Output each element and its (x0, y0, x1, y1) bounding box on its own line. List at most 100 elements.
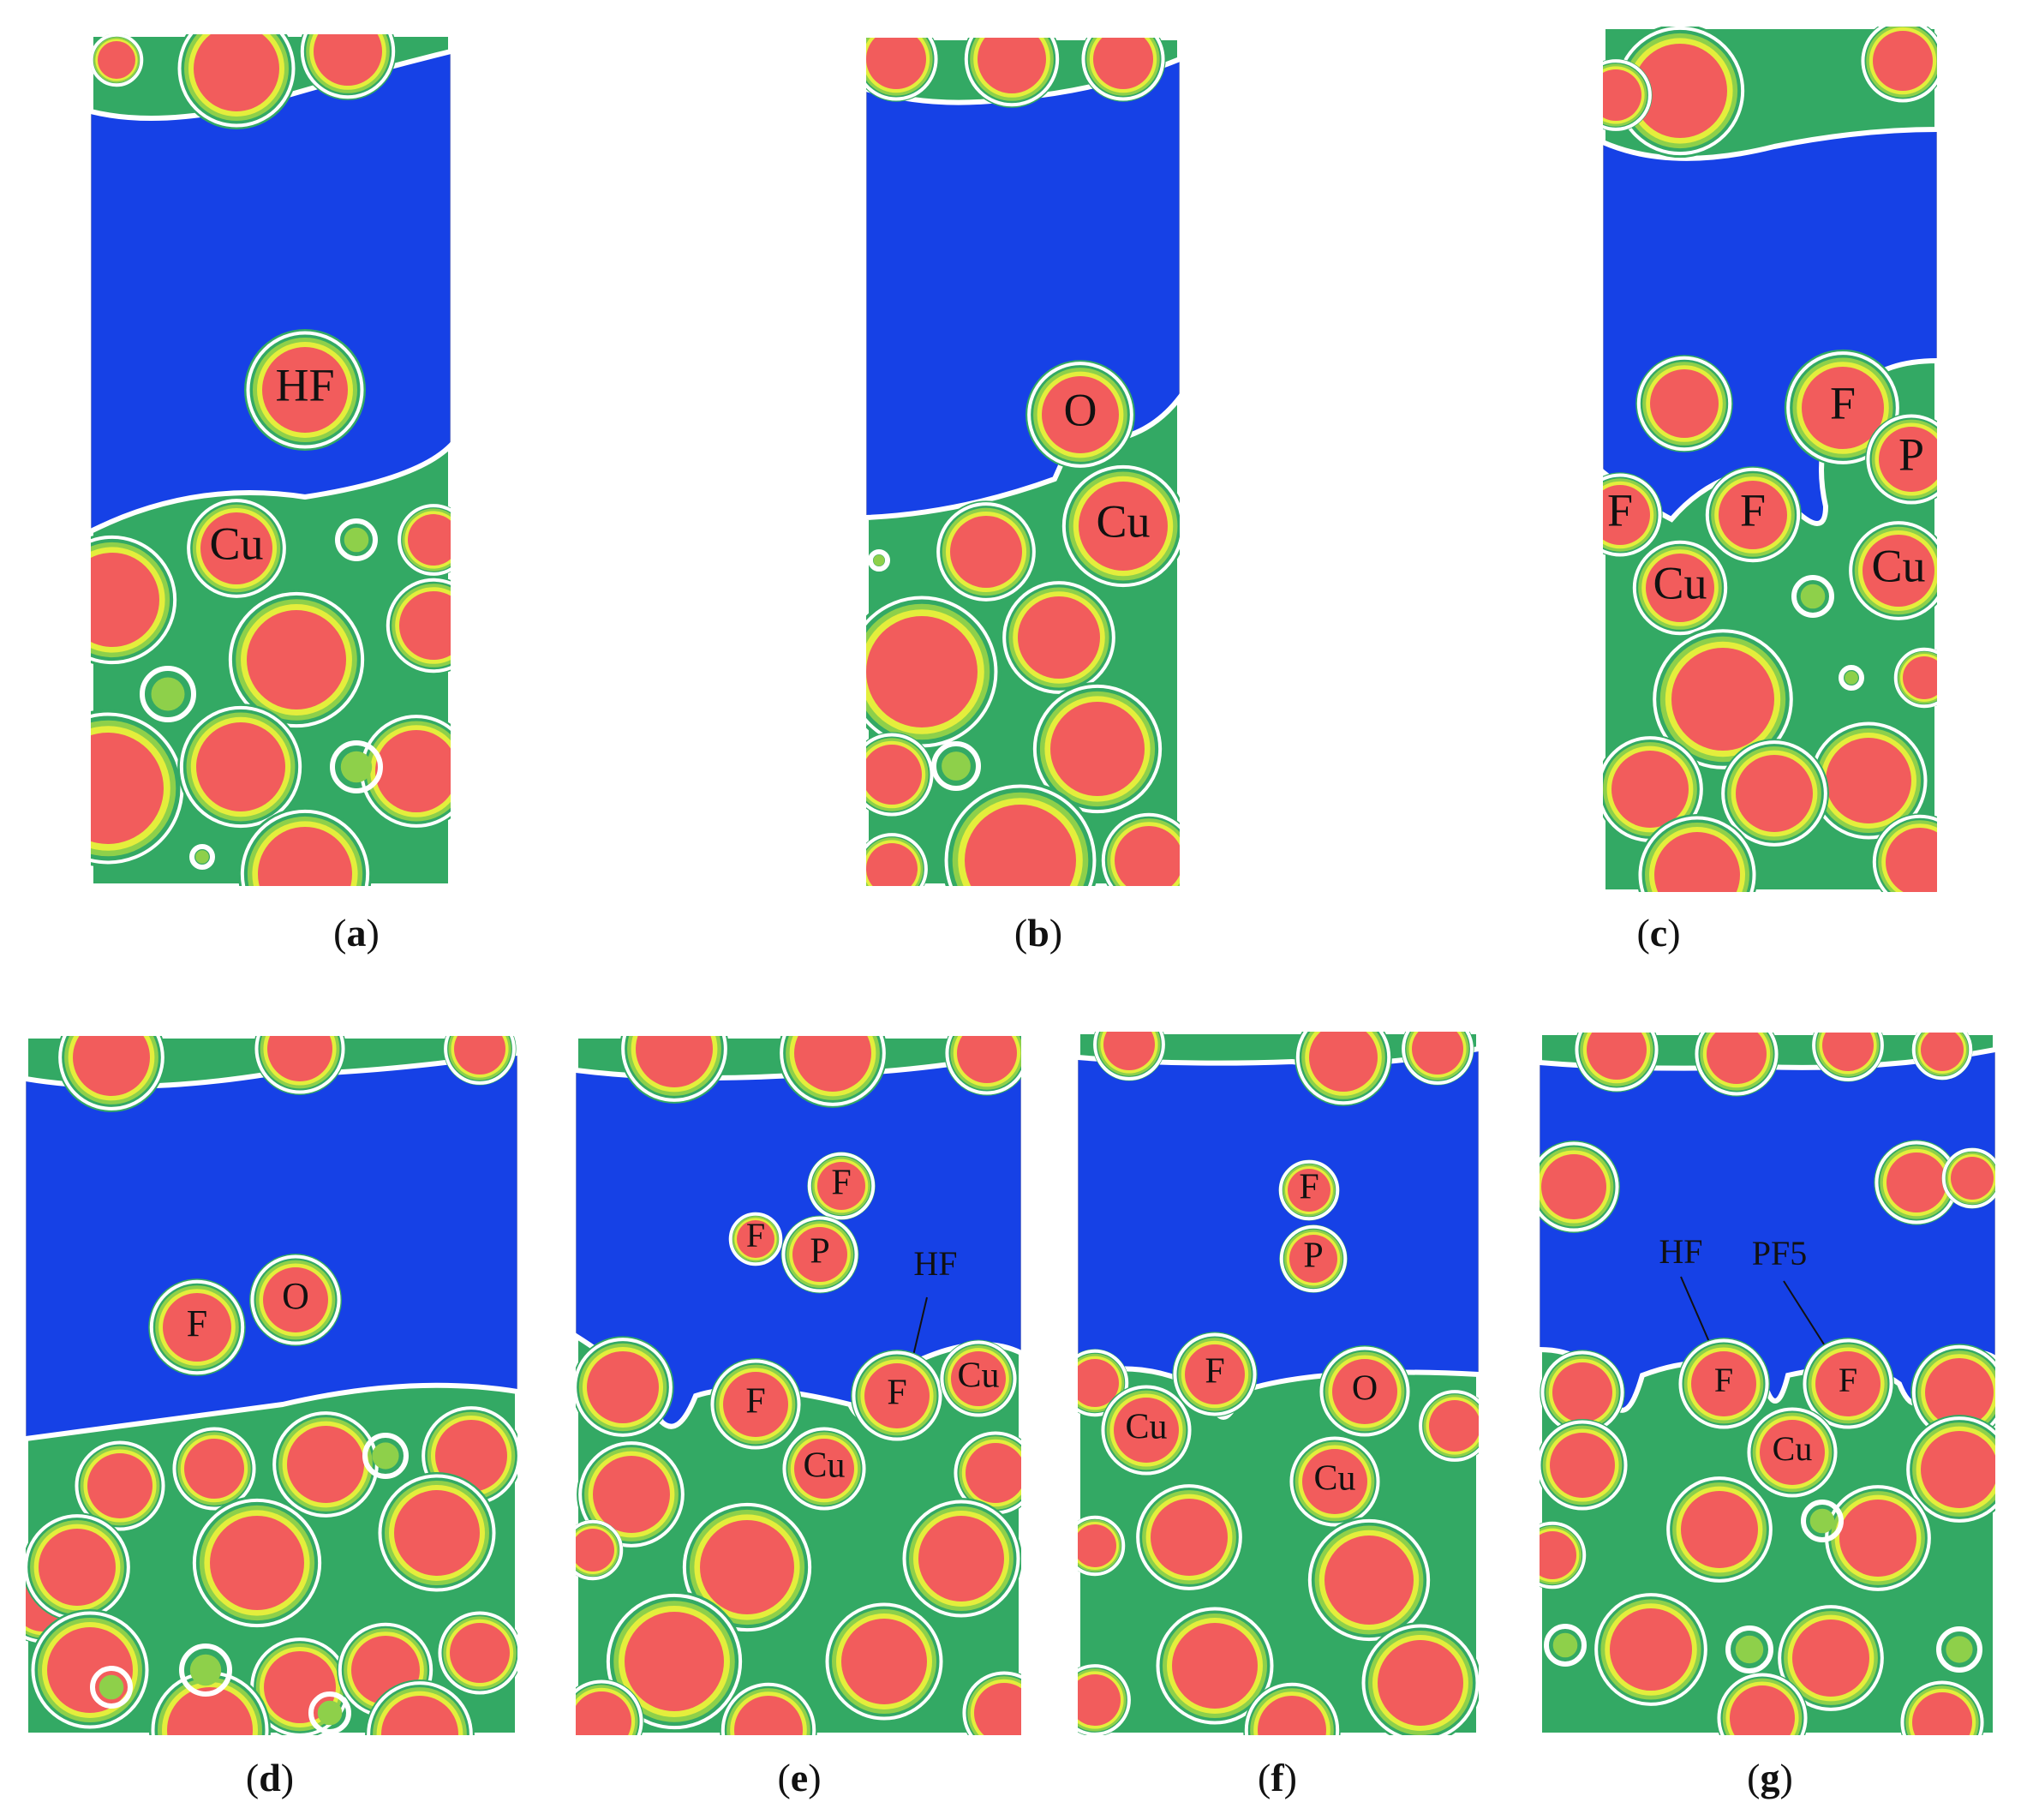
atom (1078, 1515, 1126, 1577)
label-p: P (810, 1232, 829, 1272)
molecule-hf (244, 329, 366, 451)
cu-atom (1746, 1406, 1839, 1499)
cu-atom (939, 1339, 1018, 1418)
label-cu: Cu (1096, 495, 1150, 547)
label-f: F (1205, 1352, 1224, 1392)
atom (1910, 1344, 1995, 1441)
atom (1000, 578, 1118, 697)
label-f: F (745, 1382, 765, 1422)
f-atom (1784, 349, 1902, 467)
atom (1874, 1140, 1959, 1225)
panel-g: HF PF5 F F Cu (1540, 1033, 1995, 1735)
atom (900, 1498, 1021, 1619)
atom (443, 1036, 517, 1086)
atom (1401, 1032, 1474, 1086)
atom (385, 577, 451, 674)
cu-atom (781, 1426, 867, 1512)
atom (1574, 1033, 1659, 1093)
atom (1860, 27, 1937, 104)
cu-atom (1100, 1384, 1193, 1476)
atom (171, 1426, 257, 1512)
p-atom (1279, 1224, 1348, 1293)
label-hf: HF (913, 1244, 957, 1283)
atom (26, 1512, 132, 1622)
atom (1078, 1349, 1129, 1417)
atom (1080, 38, 1166, 102)
contour-map: HF PF5 F F Cu (1540, 1033, 1995, 1735)
f-atom (728, 1212, 783, 1266)
atom (271, 1410, 380, 1519)
atom (577, 1440, 686, 1549)
atom (1716, 1672, 1809, 1735)
f-atom (1172, 1332, 1258, 1417)
atom (1649, 626, 1797, 773)
atom (237, 806, 373, 886)
atom (1306, 1517, 1432, 1643)
interstitial-ring (1801, 1500, 1844, 1542)
atom (437, 1610, 517, 1696)
atom (1592, 1590, 1710, 1709)
f-atom (1802, 1338, 1894, 1430)
p-atom (1865, 413, 1937, 506)
label-cu: Cu (1313, 1459, 1355, 1499)
atom (1360, 1622, 1479, 1735)
label-cu: Cu (1773, 1429, 1813, 1468)
atom (866, 38, 939, 102)
f-atom (148, 1278, 246, 1376)
atom (1295, 1032, 1392, 1106)
atom (866, 592, 1002, 751)
interstitial-ring (189, 844, 215, 870)
atom (1636, 814, 1758, 892)
atom (1612, 27, 1748, 159)
atom (1603, 734, 1705, 844)
interstitial-ring (1839, 665, 1864, 691)
interstitial-ring (931, 741, 981, 791)
label-hf: HF (275, 359, 334, 410)
caption-b: (b) (1014, 911, 1063, 955)
atom (397, 503, 451, 577)
atom (576, 1519, 624, 1581)
panel-f: F P F O Cu Cu (1078, 1032, 1479, 1735)
atom (778, 1036, 888, 1108)
o-atom (249, 1254, 342, 1346)
atom (1694, 1033, 1779, 1097)
atom (1418, 1389, 1479, 1463)
label-f: F (1830, 377, 1856, 428)
label-f: F (887, 1374, 906, 1413)
label-f: F (1714, 1361, 1733, 1399)
interstitial-ring (362, 1433, 409, 1479)
atom (1243, 1681, 1341, 1735)
label-cu: Cu (803, 1446, 845, 1486)
f-atom (1677, 1338, 1770, 1430)
p-atom (780, 1215, 859, 1294)
f-atom (1603, 472, 1663, 558)
label-cu: Cu (957, 1356, 999, 1396)
atom (74, 1440, 166, 1532)
label-f: F (187, 1302, 207, 1344)
o-atom (1318, 1345, 1411, 1438)
atom (1540, 1419, 1629, 1512)
atom (176, 34, 297, 129)
atom (376, 1472, 498, 1594)
atom (679, 1500, 815, 1635)
interstitial-ring (335, 518, 378, 561)
label-f: F (1299, 1168, 1318, 1207)
atom (953, 1430, 1021, 1516)
atom (1823, 1483, 1933, 1593)
interstitial-ring (140, 666, 196, 722)
label-o: O (1352, 1369, 1378, 1409)
atom (1540, 1140, 1620, 1233)
atom (576, 1679, 644, 1735)
atom (866, 832, 929, 886)
atom (1811, 1033, 1885, 1082)
atom (1911, 1033, 1973, 1081)
atom (254, 1036, 346, 1095)
atom (1078, 1663, 1132, 1735)
atom (1871, 813, 1937, 892)
interstitial-ring (1725, 1625, 1773, 1673)
f-atom (851, 1350, 943, 1442)
panel-a: HF Cu (91, 34, 451, 886)
atom (1154, 1605, 1276, 1727)
